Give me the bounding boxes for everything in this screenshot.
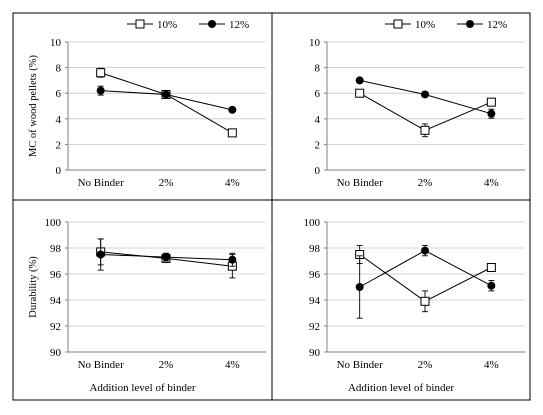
y-axis-label: Durability (%) — [28, 256, 39, 318]
data-point-circle — [355, 283, 364, 291]
x-tick-label: 4% — [225, 177, 240, 189]
data-point-circle — [228, 105, 237, 114]
data-point-circle — [421, 90, 430, 99]
chart-panel-4: 90 92 94 96 98 100 No Binder 2% 4% Addition level… — [304, 217, 525, 394]
series-12pct — [96, 238, 237, 271]
y-tick-label: 10 — [50, 37, 62, 49]
legend-marker-square — [393, 19, 403, 29]
y-tick-label: 0 — [56, 165, 62, 177]
data-point-circle — [421, 246, 430, 255]
y-tick-label: 2 — [56, 139, 62, 151]
y-tick-label: 8 — [56, 63, 62, 75]
y-tick-label: 90 — [50, 347, 62, 359]
y-axis-label: MC of wood pellets (%) — [28, 54, 39, 157]
x-tick-label: No Binder — [337, 177, 383, 189]
x-tick-label: 4% — [484, 177, 499, 189]
y-tick-label: 8 — [315, 63, 321, 75]
legend-label: 12% — [229, 19, 249, 31]
data-point-square — [486, 97, 496, 107]
y-tick-label: 92 — [50, 321, 61, 333]
data-point-circle — [487, 109, 496, 118]
y-tick-label: 94 — [309, 295, 321, 307]
series-10pct — [96, 67, 237, 138]
y-tick-label: 98 — [50, 243, 62, 255]
chart-panel-3: 90 92 94 96 98 100 No Binder 2% 4% Durability (%)… — [28, 217, 266, 394]
x-tick-label: No Binder — [337, 359, 383, 371]
panel-frame-4 — [271, 199, 531, 401]
y-tick-label: 0 — [315, 165, 321, 177]
data-point-circle — [162, 90, 171, 99]
legend-marker-square — [135, 19, 145, 29]
series-10pct — [355, 244, 496, 313]
series-12pct — [355, 76, 496, 119]
legend-marker-circle — [208, 20, 216, 28]
x-tick-label: 2% — [159, 359, 174, 371]
series-line — [100, 72, 233, 134]
y-tick-label: 6 — [315, 88, 321, 100]
series-12pct — [96, 85, 237, 114]
x-tick-label: No Binder — [78, 177, 124, 189]
y-tick-label: 6 — [56, 88, 62, 100]
x-tick-label: 2% — [159, 177, 174, 189]
data-point-circle — [228, 255, 237, 264]
y-tick-label: 4 — [56, 114, 62, 126]
data-point-circle — [355, 76, 364, 85]
data-point-square — [96, 68, 106, 78]
y-tick-label: 100 — [304, 217, 321, 229]
data-point-square — [355, 88, 365, 98]
data-point-square — [486, 263, 496, 272]
data-point-circle — [487, 281, 496, 290]
x-axis-label: Addition level of binder — [89, 382, 195, 394]
y-tick-label: 2 — [315, 139, 321, 151]
data-point-square — [420, 125, 430, 135]
x-tick-label: 2% — [418, 177, 433, 189]
legend-label: 10% — [157, 19, 177, 31]
data-point-circle — [96, 86, 105, 95]
data-point-square — [227, 128, 237, 138]
y-tick-label: 94 — [50, 295, 62, 307]
chart-panel-1: 0 2 4 6 8 10 No Binder 2% 4% MC of wood pellets (… — [28, 19, 266, 189]
data-point-circle — [162, 253, 171, 262]
series-line — [359, 254, 492, 302]
series-12pct — [355, 244, 496, 319]
x-tick-label: No Binder — [78, 359, 124, 371]
legend-marker-circle — [466, 20, 474, 28]
chart-panel-2: 0 2 4 6 8 10 No Binder 2% 4% 10% 12% — [309, 19, 525, 189]
y-tick-label: 96 — [50, 269, 62, 281]
y-tick-label: 96 — [309, 269, 321, 281]
x-tick-label: 2% — [418, 359, 433, 371]
legend-label: 12% — [487, 19, 507, 31]
x-tick-label: 4% — [484, 359, 499, 371]
y-tick-label: 10 — [309, 37, 321, 49]
x-tick-label: 4% — [225, 359, 240, 371]
data-point-square — [420, 296, 430, 306]
series-10pct — [355, 88, 496, 138]
y-tick-label: 92 — [309, 321, 320, 333]
legend: 10% 12% — [385, 19, 507, 31]
y-tick-label: 4 — [315, 114, 321, 126]
legend-label: 10% — [415, 19, 435, 31]
x-axis-label: Addition level of binder — [348, 382, 454, 394]
data-point-circle — [96, 250, 105, 259]
y-tick-label: 100 — [45, 217, 62, 229]
legend: 10% 12% — [127, 19, 249, 31]
series-line — [359, 92, 492, 131]
y-tick-label: 90 — [309, 347, 321, 359]
y-tick-label: 98 — [309, 243, 321, 255]
